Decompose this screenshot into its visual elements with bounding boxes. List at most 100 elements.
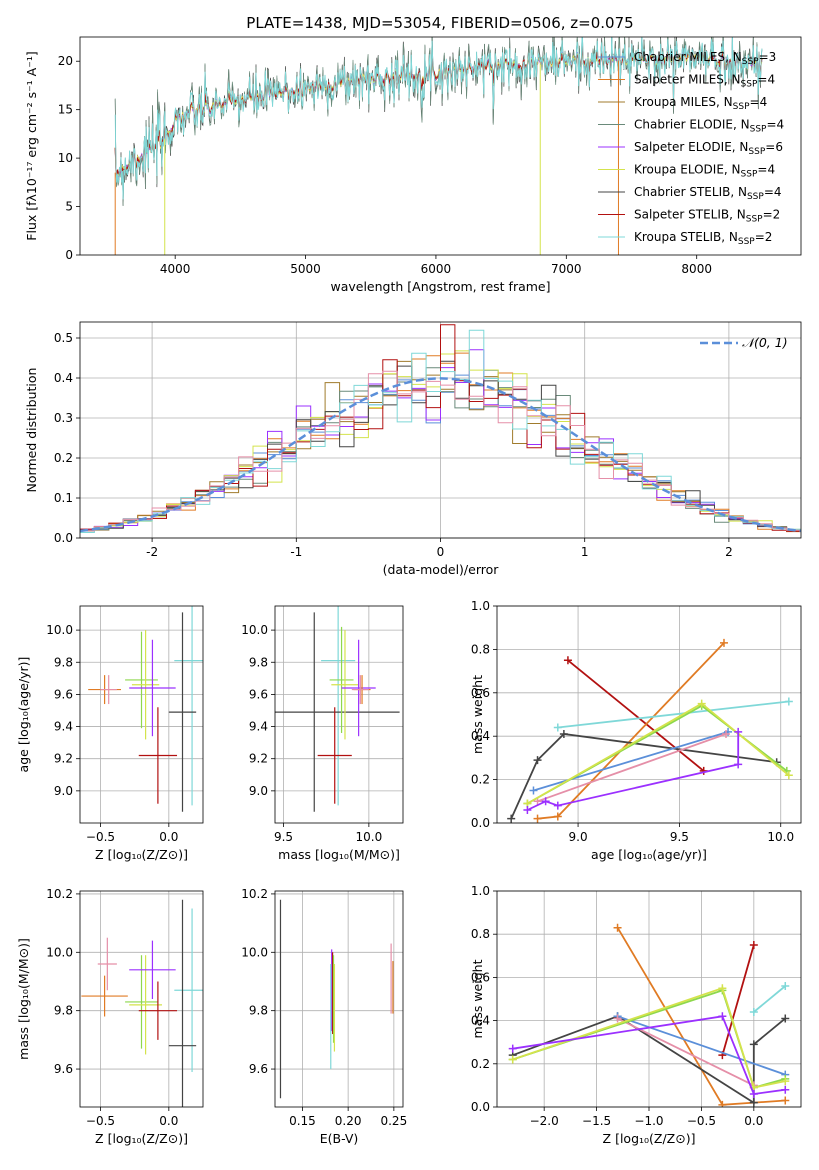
y-axis-label: mass weight: [470, 959, 485, 1038]
axes-frame: [274, 890, 404, 1108]
axes-residuals: -2 -1 0 1 2 0.0 0.1 0.2 0.3 0.4 0.5 (data-model)/er…: [24, 321, 802, 577]
axes-frame: [79, 890, 204, 1108]
axes-mass_vs_ebv: 0.15 0.20 0.25 9.6 9.8 10.0 10.2 E(B-V): [241, 887, 407, 1146]
y-tick-label: 9.6: [249, 1062, 268, 1076]
legend-subscript: SSP: [750, 125, 767, 135]
weight-marker: [749, 1098, 758, 1107]
weight-marker: [734, 760, 743, 769]
y-tick-label: 9.8: [249, 655, 268, 669]
axes-age_vs_Z: −0.5 0.0 9.0 9.2 9.4 9.6 9.8 10.0 Z [log₁₀(Z/Z⊙)…: [16, 605, 204, 862]
weight-marker: [559, 730, 568, 739]
errorbar-point: [351, 675, 369, 705]
weight-marker: [781, 1085, 790, 1094]
normal-reference-curve: [80, 377, 801, 533]
plot-area-mass_vs_ebv: [279, 899, 394, 1099]
y-tick-label: 0.0: [54, 531, 73, 545]
weight-marker: [553, 801, 562, 810]
errorbar-point: [129, 639, 176, 737]
legend-text: Salpeter STELIB, N: [634, 208, 746, 222]
weight-marker: [784, 697, 793, 706]
plot-area-residuals: [80, 324, 801, 533]
plot-area-age_vs_mass: [275, 606, 400, 812]
errorbar-point: [321, 606, 356, 806]
y-tick-label: 0.8: [471, 927, 490, 941]
errorbar-point: [168, 612, 197, 812]
x-axis-label: age [log₁₀(age/yr)]: [591, 847, 707, 862]
legend-text: =2: [763, 208, 781, 222]
histogram-step: [80, 370, 801, 532]
legend-entry: Salpeter STELIB, NSSP=2: [634, 208, 780, 225]
x-tick-label: -1: [290, 545, 302, 559]
legend-text: Salpeter ELODIE, N: [634, 140, 748, 154]
weight-marker: [533, 814, 542, 823]
legend-text: Kroupa ELODIE, N: [634, 163, 741, 177]
y-tick-label: 9.4: [54, 720, 73, 734]
legend-entry: 𝒩(0, 1): [742, 335, 788, 350]
y-tick-label: 9.2: [249, 752, 268, 766]
y-tick-label: 0.2: [54, 451, 73, 465]
figure-title: PLATE=1438, MJD=53054, FIBERID=0506, z=0…: [246, 14, 633, 32]
y-tick-label: 10.2: [241, 887, 268, 901]
y-tick-label: 9.6: [249, 687, 268, 701]
axes-frame: [79, 36, 802, 256]
y-tick-label: 0.6: [471, 970, 490, 984]
y-tick-label: 0.1: [54, 491, 73, 505]
x-tick-label: 9.0: [569, 830, 588, 844]
x-tick-label: 0.0: [159, 830, 178, 844]
y-tick-label: 9.2: [54, 752, 73, 766]
histogram-step: [80, 360, 801, 532]
legend-entry: Chabrier STELIB, NSSP=4: [634, 185, 782, 202]
weight-line: [721, 944, 755, 1056]
x-tick-label: 9.5: [670, 830, 689, 844]
weight-marker: [719, 638, 728, 647]
weight-marker: [507, 814, 516, 823]
y-tick-label: 0.5: [54, 331, 73, 345]
plot-area-mass_vs_Z: [81, 899, 203, 1107]
errorbar-point: [168, 899, 197, 1107]
weight-marker: [613, 923, 622, 932]
y-tick-label: 15: [58, 103, 73, 117]
legend-text: =4: [764, 185, 782, 199]
weight-line: [512, 987, 786, 1089]
y-tick-label: 1.0: [471, 599, 490, 613]
weight-line: [753, 985, 786, 1013]
y-tick-label: 1.0: [471, 884, 490, 898]
weight-marker: [781, 1014, 790, 1023]
x-tick-label: 0.15: [289, 1114, 316, 1128]
legend-subscript: SSP: [733, 102, 750, 112]
x-axis-label: Z [log₁₀(Z/Z⊙)]: [95, 1131, 188, 1146]
legend-text: =2: [755, 230, 773, 244]
plot-area-age_vs_Z: [88, 606, 203, 812]
errorbar-point: [100, 675, 117, 705]
legend-entry: Chabrier MILES, NSSP=3: [634, 50, 776, 67]
legend-subscript: SSP: [746, 215, 763, 225]
weight-marker: [533, 756, 542, 765]
errorbar-point: [138, 981, 178, 1040]
axes-mass_vs_Z: −0.5 0.0 9.6 9.8 10.0 10.2 Z [log₁₀(Z/Z⊙)] mass…: [16, 887, 204, 1146]
y-axis-label: Flux [fλ10⁻¹⁷ erg cm⁻² s⁻¹ A⁻¹]: [24, 51, 39, 240]
x-axis-label: (data-model)/error: [383, 562, 500, 577]
legend-entry: Kroupa STELIB, NSSP=2: [634, 230, 772, 247]
weight-line: [537, 733, 727, 803]
x-tick-label: 0.20: [335, 1114, 362, 1128]
weight-line: [617, 1015, 786, 1076]
x-tick-label: 10.0: [356, 830, 383, 844]
x-tick-label: 2: [725, 545, 733, 559]
errorbar-point: [129, 955, 162, 1055]
y-tick-label: 0.0: [471, 816, 490, 830]
weight-marker: [523, 805, 532, 814]
y-tick-label: 0.4: [471, 1014, 490, 1028]
weight-marker: [749, 1040, 758, 1049]
x-tick-label: −0.5: [687, 1114, 716, 1128]
legend-text: Chabrier MILES, N: [634, 50, 742, 64]
legend-text: Chabrier STELIB, N: [634, 185, 747, 199]
weight-line: [537, 642, 725, 820]
errorbar-point: [131, 630, 160, 740]
errorbar-point: [341, 639, 376, 737]
y-tick-label: 9.6: [54, 1062, 73, 1076]
weight-marker: [613, 1014, 622, 1023]
axes-frame: [79, 605, 204, 824]
weight-marker: [722, 730, 731, 739]
